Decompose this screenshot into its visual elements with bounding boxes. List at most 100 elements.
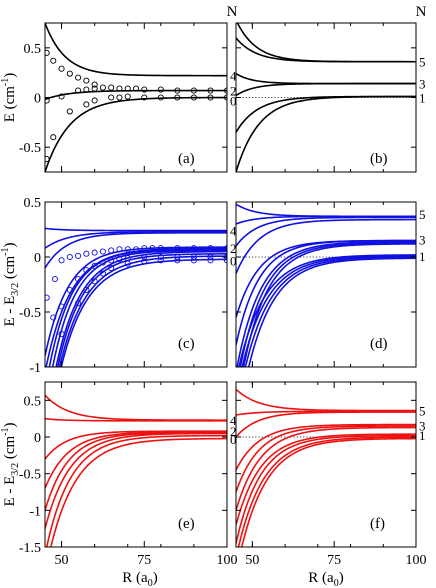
n-value-label: 1 xyxy=(419,91,426,106)
data-point xyxy=(99,259,106,266)
series-line-1 xyxy=(236,203,416,218)
data-point xyxy=(66,108,73,115)
data-point xyxy=(207,94,214,101)
data-point xyxy=(83,77,90,84)
y-tick-label: -0.5 xyxy=(19,468,41,483)
series-line-7 xyxy=(236,433,416,526)
series-line-4 xyxy=(236,82,416,97)
data-point xyxy=(132,246,140,253)
data-point xyxy=(91,249,98,256)
series-line-3 xyxy=(236,411,416,438)
data-point xyxy=(91,262,98,269)
data-point xyxy=(50,314,57,321)
n-value-label: 3 xyxy=(419,77,426,92)
panel-d: 5 3 1 (d) xyxy=(235,201,426,368)
panel-label: (b) xyxy=(370,151,388,167)
series-line-2 xyxy=(236,215,416,225)
data-point xyxy=(66,253,73,261)
series-group xyxy=(45,394,227,547)
n-value-label: 3 xyxy=(419,418,426,433)
series-line-6 xyxy=(236,239,416,346)
data-point xyxy=(124,246,131,253)
data-point xyxy=(141,245,148,252)
series-line-6 xyxy=(45,432,227,529)
n-value-label: 0 xyxy=(230,253,237,268)
data-point xyxy=(108,94,115,101)
x-axis-label-right: R (a0) xyxy=(308,570,343,588)
panel-label: (d) xyxy=(370,336,388,352)
n-value-label: 2 xyxy=(230,84,237,99)
series-line-4 xyxy=(45,431,227,489)
data-point xyxy=(45,49,50,56)
series-line-5 xyxy=(236,95,416,172)
series-line-7 xyxy=(45,434,227,547)
data-point xyxy=(190,253,197,261)
plot-frame xyxy=(44,201,228,368)
x-axis-label-left: R (a0) xyxy=(122,570,157,588)
data-point xyxy=(174,257,181,264)
n-value-label: 1 xyxy=(419,428,426,443)
data-point xyxy=(124,93,131,100)
series-line-8 xyxy=(239,242,416,367)
data-point xyxy=(157,86,164,93)
n-value-label: 3 xyxy=(419,232,426,247)
data-point xyxy=(83,86,90,93)
data-point xyxy=(99,84,106,91)
data-point xyxy=(75,252,82,259)
data-point xyxy=(83,101,90,108)
data-point xyxy=(50,57,57,64)
series-line-1 xyxy=(45,394,227,421)
data-point xyxy=(51,275,58,283)
y-tick-label: 0.5 xyxy=(24,196,42,211)
data-point xyxy=(116,246,123,253)
series-line-8 xyxy=(50,437,227,547)
y-axis-label: E - E3/2 (cm-1) xyxy=(0,422,21,506)
data-point xyxy=(157,94,164,101)
data-point xyxy=(75,300,82,307)
y-tick-label: -0.5 xyxy=(19,141,41,156)
data-point xyxy=(124,260,131,267)
panel-label: (c) xyxy=(178,336,195,352)
data-point xyxy=(58,303,65,310)
data-point xyxy=(91,81,98,88)
series-line-10 xyxy=(58,255,227,367)
data-point xyxy=(141,253,148,261)
n-value-label: 5 xyxy=(419,55,426,70)
series-group xyxy=(45,227,227,367)
data-point xyxy=(45,294,50,301)
plot-frame xyxy=(44,381,228,548)
x-tick-label: 75 xyxy=(327,553,341,568)
series-line-2 xyxy=(45,230,227,249)
series-line-1 xyxy=(236,388,416,412)
n-value-label: 4 xyxy=(230,224,237,239)
data-point xyxy=(91,85,98,92)
data-point xyxy=(116,256,123,263)
data-point xyxy=(174,245,181,252)
panel-label: (f) xyxy=(370,516,385,532)
series-line-4 xyxy=(236,218,416,274)
y-tick-label: 0 xyxy=(34,92,41,107)
data-point xyxy=(75,74,82,81)
series-line-3 xyxy=(236,216,416,247)
panel-b: 5 31 (b) xyxy=(235,22,426,173)
data-point xyxy=(58,257,65,264)
data-point xyxy=(116,94,123,101)
data-point xyxy=(174,87,181,94)
n-header-right: N xyxy=(416,4,427,20)
series-line-6 xyxy=(236,426,416,511)
data-point xyxy=(141,258,148,265)
x-tick-label: 50 xyxy=(245,553,259,568)
plot-frame xyxy=(235,201,417,368)
series-group xyxy=(236,203,416,367)
data-point xyxy=(174,253,181,261)
y-tick-label: 0.5 xyxy=(24,42,42,57)
data-point xyxy=(45,156,50,163)
series-line-8 xyxy=(236,434,416,544)
data-point xyxy=(174,94,181,101)
data-point xyxy=(108,264,115,272)
x-tick-label: 75 xyxy=(137,553,151,568)
n-value-label: 0 xyxy=(230,93,237,108)
data-point xyxy=(91,97,98,104)
